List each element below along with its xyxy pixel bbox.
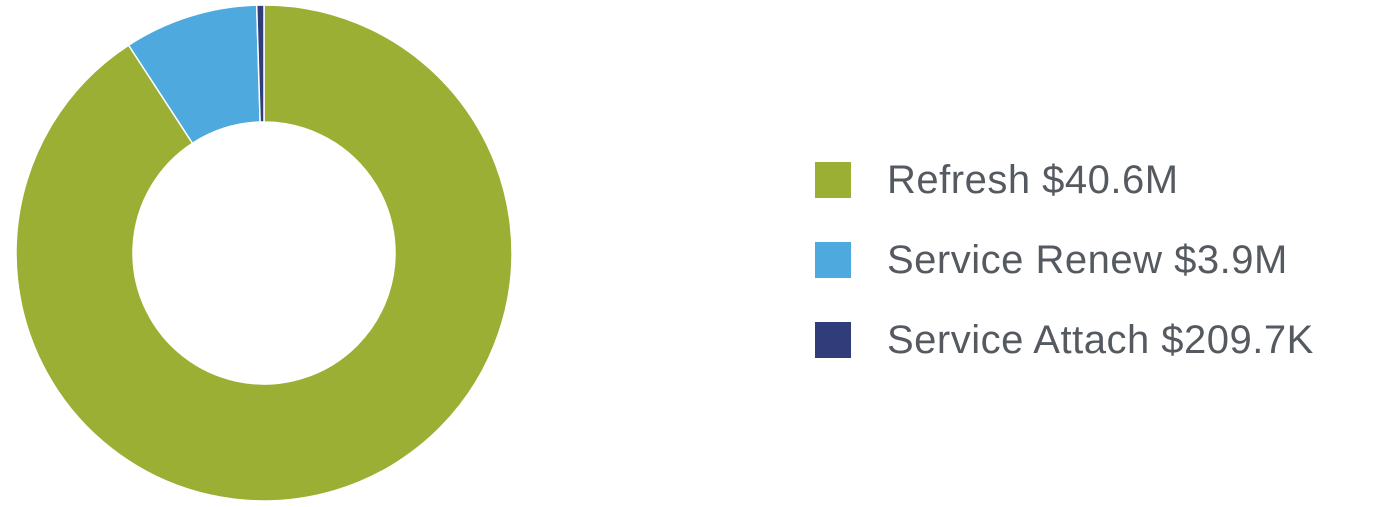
legend-label: Service Attach $209.7K — [887, 317, 1314, 362]
legend-swatch — [815, 242, 851, 278]
legend-swatch — [815, 322, 851, 358]
legend-swatch — [815, 162, 851, 198]
donut-chart — [15, 4, 513, 502]
legend-item: Refresh $40.6M — [815, 140, 1385, 220]
legend: Refresh $40.6M Service Renew $3.9M Service… — [815, 140, 1385, 380]
legend-label: Service Renew $3.9M — [887, 237, 1288, 282]
legend-label: Refresh $40.6M — [887, 157, 1179, 202]
legend-item: Service Attach $209.7K — [815, 300, 1385, 380]
donut-hole — [133, 122, 395, 384]
legend-item: Service Renew $3.9M — [815, 220, 1385, 300]
